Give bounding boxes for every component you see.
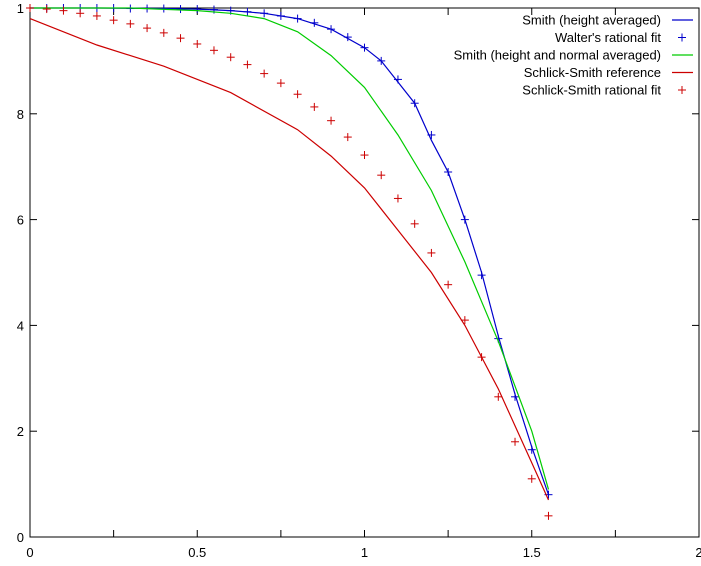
data-point <box>109 16 118 25</box>
series-line <box>30 7 550 490</box>
data-point <box>410 99 419 108</box>
series-line <box>29 18 550 501</box>
data-point <box>444 167 453 176</box>
data-point <box>377 171 386 180</box>
data-point <box>511 392 520 401</box>
series-4 <box>26 4 553 520</box>
data-point <box>276 79 285 88</box>
x-tick-label: 0 <box>26 545 33 560</box>
series-0 <box>30 7 550 495</box>
series-2 <box>30 7 550 490</box>
data-point <box>293 90 302 99</box>
axis-ticks <box>29 7 700 538</box>
data-point <box>76 9 85 18</box>
series-1 <box>26 4 553 499</box>
data-point <box>159 28 168 37</box>
data-point <box>260 9 269 18</box>
data-point <box>226 53 235 62</box>
data-point <box>343 133 352 142</box>
data-point <box>92 11 101 20</box>
data-point <box>393 75 402 84</box>
data-point <box>477 271 486 280</box>
series-line <box>30 7 550 495</box>
data-point <box>527 474 536 483</box>
y-tick-label: 0 <box>17 530 24 545</box>
data-point <box>310 102 319 111</box>
data-point <box>176 34 185 43</box>
data-point <box>26 4 34 12</box>
data-point <box>360 151 369 160</box>
data-point <box>293 14 302 23</box>
legend-label: Smith (height averaged) <box>522 13 661 28</box>
data-point <box>243 60 252 69</box>
data-point <box>410 219 419 228</box>
legend-label: Schlick-Smith reference <box>524 65 661 80</box>
data-point <box>243 7 252 16</box>
x-tick-label: 0.5 <box>188 545 206 560</box>
y-tick-label: 2 <box>17 424 24 439</box>
x-tick-label: 2 <box>695 545 701 560</box>
legend-label: Smith (height and normal averaged) <box>454 48 661 63</box>
data-point <box>544 511 553 520</box>
x-tick-label: 1 <box>361 545 368 560</box>
data-point <box>143 24 152 33</box>
data-point <box>393 194 402 203</box>
data-point <box>360 43 369 52</box>
y-tick-label: 1 <box>17 1 24 16</box>
data-point <box>159 4 168 13</box>
data-point <box>427 248 436 257</box>
data-point <box>59 6 68 15</box>
data-point <box>176 5 185 14</box>
legend-label: Schlick-Smith rational fit <box>522 83 661 98</box>
data-point <box>444 280 453 289</box>
data-point <box>527 445 536 454</box>
data-point <box>126 19 135 28</box>
data-point <box>494 392 503 401</box>
data-point <box>260 69 269 78</box>
data-point <box>343 33 352 42</box>
series-3 <box>29 18 550 501</box>
legend: Smith (height averaged) Walter's rational… <box>454 13 693 98</box>
data-point <box>327 25 336 34</box>
data-point <box>193 5 202 14</box>
data-point <box>193 39 202 48</box>
data-point <box>511 437 520 446</box>
legend-label: Walter's rational fit <box>555 30 661 45</box>
data-point <box>42 5 51 14</box>
axis-tick-labels: 0 0.5 1 1.5 2 0 2 4 6 8 1 <box>17 1 701 560</box>
data-point <box>460 215 469 224</box>
data-point <box>327 116 336 125</box>
data-point <box>427 130 436 139</box>
y-tick-label: 6 <box>17 213 24 228</box>
data-point <box>310 18 319 27</box>
legend-swatch-marker <box>678 33 686 42</box>
data-point <box>477 353 486 362</box>
y-tick-label: 8 <box>17 107 24 122</box>
series-layer <box>26 4 553 520</box>
data-point <box>377 56 386 65</box>
data-point <box>209 46 218 55</box>
x-tick-label: 1.5 <box>523 545 541 560</box>
legend-swatch-marker <box>678 86 686 94</box>
data-point <box>460 316 469 325</box>
data-point <box>276 11 285 20</box>
y-tick-label: 4 <box>17 318 24 333</box>
